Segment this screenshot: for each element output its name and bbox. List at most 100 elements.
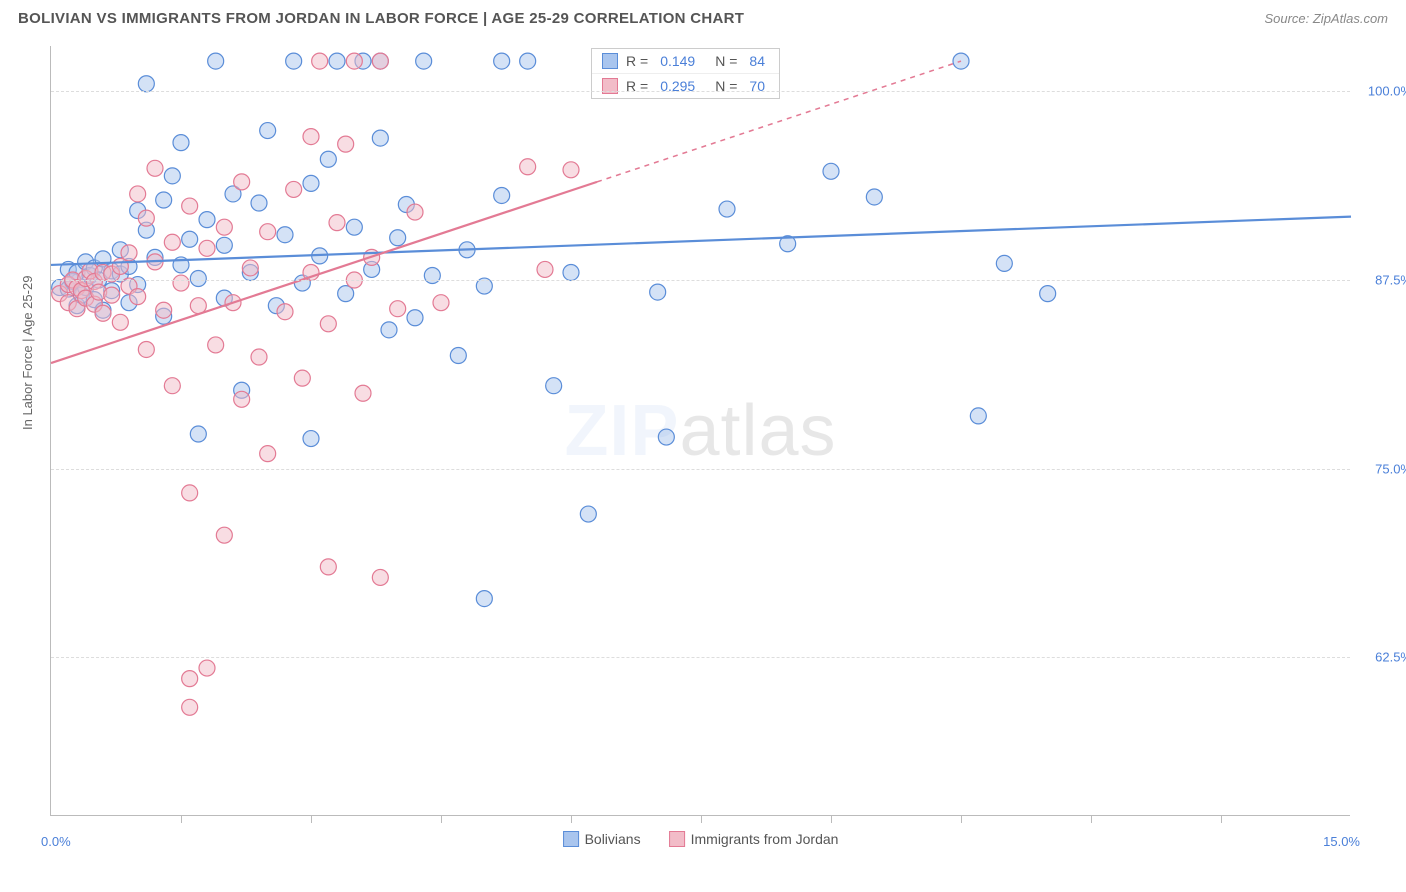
scatter-point bbox=[182, 671, 198, 687]
y-tick-label: 87.5% bbox=[1375, 273, 1406, 288]
scatter-point bbox=[320, 559, 336, 575]
scatter-point bbox=[104, 287, 120, 303]
scatter-point bbox=[182, 198, 198, 214]
scatter-point bbox=[494, 53, 510, 69]
scatter-point bbox=[138, 341, 154, 357]
y-tick-label: 62.5% bbox=[1375, 650, 1406, 665]
scatter-point bbox=[95, 305, 111, 321]
scatter-point bbox=[346, 219, 362, 235]
scatter-point bbox=[216, 527, 232, 543]
scatter-point bbox=[130, 186, 146, 202]
scatter-point bbox=[658, 429, 674, 445]
scatter-point bbox=[242, 260, 258, 276]
scatter-point bbox=[372, 569, 388, 585]
scatter-point bbox=[147, 160, 163, 176]
y-axis-label: In Labor Force | Age 25-29 bbox=[20, 276, 35, 430]
scatter-point bbox=[303, 175, 319, 191]
scatter-point bbox=[260, 123, 276, 139]
scatter-point bbox=[164, 168, 180, 184]
scatter-point bbox=[294, 370, 310, 386]
trend-line bbox=[51, 217, 1351, 265]
scatter-point bbox=[286, 181, 302, 197]
scatter-svg bbox=[51, 46, 1350, 815]
scatter-point bbox=[390, 301, 406, 317]
scatter-point bbox=[537, 261, 553, 277]
scatter-point bbox=[1040, 286, 1056, 302]
x-tick bbox=[1221, 815, 1222, 823]
chart-header: BOLIVIAN VS IMMIGRANTS FROM JORDAN IN LA… bbox=[0, 0, 1406, 33]
scatter-point bbox=[208, 53, 224, 69]
legend-item: Immigrants from Jordan bbox=[669, 831, 839, 847]
scatter-point bbox=[546, 378, 562, 394]
scatter-point bbox=[381, 322, 397, 338]
gridline-horizontal bbox=[51, 280, 1350, 281]
scatter-point bbox=[190, 426, 206, 442]
scatter-point bbox=[182, 699, 198, 715]
scatter-point bbox=[156, 192, 172, 208]
scatter-point bbox=[520, 159, 536, 175]
legend-swatch bbox=[669, 831, 685, 847]
scatter-point bbox=[156, 302, 172, 318]
x-axis-max-label: 15.0% bbox=[1323, 834, 1360, 849]
scatter-point bbox=[520, 53, 536, 69]
scatter-point bbox=[164, 378, 180, 394]
legend-label: Immigrants from Jordan bbox=[691, 831, 839, 847]
stat-n-label: N = bbox=[715, 53, 737, 69]
scatter-point bbox=[494, 187, 510, 203]
chart-source: Source: ZipAtlas.com bbox=[1264, 11, 1388, 26]
scatter-point bbox=[130, 289, 146, 305]
scatter-point bbox=[234, 174, 250, 190]
scatter-point bbox=[277, 227, 293, 243]
chart-plot-area: ZIPatlas R =0.149N =84R =0.295N =70 0.0%… bbox=[50, 46, 1350, 816]
scatter-point bbox=[173, 135, 189, 151]
scatter-point bbox=[320, 316, 336, 332]
scatter-point bbox=[312, 53, 328, 69]
x-axis-min-label: 0.0% bbox=[41, 834, 71, 849]
gridline-horizontal bbox=[51, 469, 1350, 470]
chart-title: BOLIVIAN VS IMMIGRANTS FROM JORDAN IN LA… bbox=[18, 10, 744, 27]
scatter-point bbox=[346, 53, 362, 69]
stat-r-value: 0.149 bbox=[660, 53, 695, 69]
scatter-point bbox=[277, 304, 293, 320]
scatter-point bbox=[866, 189, 882, 205]
scatter-point bbox=[650, 284, 666, 300]
scatter-point bbox=[260, 224, 276, 240]
scatter-point bbox=[476, 591, 492, 607]
x-tick bbox=[571, 815, 572, 823]
scatter-point bbox=[303, 431, 319, 447]
scatter-point bbox=[580, 506, 596, 522]
scatter-point bbox=[424, 267, 440, 283]
x-tick bbox=[311, 815, 312, 823]
scatter-point bbox=[286, 53, 302, 69]
scatter-point bbox=[234, 391, 250, 407]
scatter-point bbox=[190, 271, 206, 287]
scatter-point bbox=[199, 660, 215, 676]
scatter-point bbox=[121, 245, 137, 261]
scatter-point bbox=[199, 212, 215, 228]
scatter-point bbox=[450, 348, 466, 364]
scatter-point bbox=[372, 130, 388, 146]
scatter-point bbox=[329, 215, 345, 231]
scatter-point bbox=[407, 204, 423, 220]
scatter-point bbox=[433, 295, 449, 311]
scatter-point bbox=[390, 230, 406, 246]
scatter-point bbox=[407, 310, 423, 326]
scatter-point bbox=[719, 201, 735, 217]
x-tick bbox=[441, 815, 442, 823]
gridline-horizontal bbox=[51, 91, 1350, 92]
scatter-point bbox=[199, 240, 215, 256]
stat-n-value: 84 bbox=[749, 53, 765, 69]
scatter-point bbox=[164, 234, 180, 250]
scatter-point bbox=[416, 53, 432, 69]
scatter-point bbox=[251, 349, 267, 365]
scatter-point bbox=[182, 485, 198, 501]
scatter-point bbox=[372, 53, 388, 69]
x-tick bbox=[181, 815, 182, 823]
gridline-horizontal bbox=[51, 657, 1350, 658]
scatter-point bbox=[260, 446, 276, 462]
legend-item: Bolivians bbox=[563, 831, 641, 847]
scatter-point bbox=[182, 231, 198, 247]
scatter-point bbox=[138, 210, 154, 226]
y-tick-label: 75.0% bbox=[1375, 461, 1406, 476]
scatter-point bbox=[338, 136, 354, 152]
